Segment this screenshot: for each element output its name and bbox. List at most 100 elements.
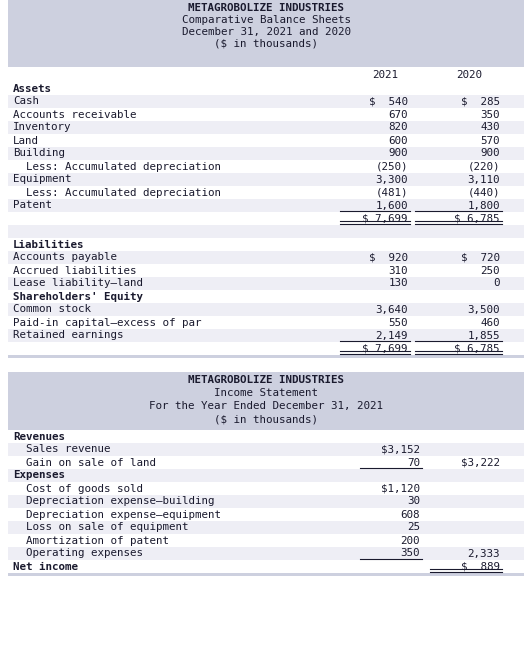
Text: Lease liability–land: Lease liability–land	[13, 279, 143, 288]
Text: 250: 250	[480, 265, 500, 275]
Text: Comparative Balance Sheets: Comparative Balance Sheets	[181, 15, 351, 25]
Text: Less: Accumulated depreciation: Less: Accumulated depreciation	[13, 187, 221, 197]
Bar	[8, 329, 524, 342]
Text: 3,300: 3,300	[376, 174, 408, 185]
Text: Expenses: Expenses	[13, 471, 65, 480]
Text: $3,152: $3,152	[381, 444, 420, 455]
Text: Operating expenses: Operating expenses	[13, 548, 143, 558]
Text: Building: Building	[13, 148, 65, 158]
Bar	[8, 277, 524, 290]
Bar	[8, 521, 524, 534]
Bar	[8, 303, 524, 316]
Bar	[8, 251, 524, 264]
Text: 30: 30	[407, 496, 420, 506]
Text: Loss on sale of equipment: Loss on sale of equipment	[13, 523, 188, 533]
Text: 3,640: 3,640	[376, 304, 408, 315]
Text: Accounts payable: Accounts payable	[13, 253, 117, 263]
Bar	[8, 108, 524, 121]
Text: $  920: $ 920	[369, 253, 408, 263]
Bar	[8, 134, 524, 147]
Text: $  285: $ 285	[461, 96, 500, 106]
Text: Cash: Cash	[13, 96, 39, 106]
Text: ($ in thousands): ($ in thousands)	[214, 39, 318, 49]
Bar	[8, 147, 524, 160]
Text: Accrued liabilities: Accrued liabilities	[13, 265, 137, 275]
Text: 3,500: 3,500	[468, 304, 500, 315]
Text: $  720: $ 720	[461, 253, 500, 263]
Bar	[8, 199, 524, 212]
Text: 570: 570	[480, 135, 500, 145]
Text: Common stock: Common stock	[13, 304, 91, 315]
Bar	[8, 495, 524, 508]
Bar	[8, 456, 524, 469]
Bar	[8, 67, 524, 82]
Text: Patent: Patent	[13, 201, 52, 211]
Text: Less: Accumulated depreciation: Less: Accumulated depreciation	[13, 162, 221, 172]
Text: $  540: $ 540	[369, 96, 408, 106]
Text: Sales revenue: Sales revenue	[13, 444, 111, 455]
Text: $ 7,699: $ 7,699	[362, 343, 408, 354]
Bar	[8, 482, 524, 495]
Text: (220): (220)	[468, 162, 500, 172]
Text: Depreciation expense–equipment: Depreciation expense–equipment	[13, 510, 221, 519]
Bar	[8, 290, 524, 303]
Text: $ 6,785: $ 6,785	[454, 213, 500, 224]
Text: (481): (481)	[376, 187, 408, 197]
Bar	[8, 0, 524, 67]
Bar	[8, 573, 524, 576]
Text: $3,222: $3,222	[461, 457, 500, 467]
Text: 2021: 2021	[372, 69, 398, 79]
Text: 2020: 2020	[456, 69, 482, 79]
Text: 820: 820	[388, 123, 408, 133]
Text: $ 6,785: $ 6,785	[454, 343, 500, 354]
Text: Equipment: Equipment	[13, 174, 71, 185]
Text: 600: 600	[388, 135, 408, 145]
Text: 900: 900	[480, 148, 500, 158]
Text: 460: 460	[480, 317, 500, 327]
Bar	[8, 82, 524, 95]
Bar	[8, 212, 524, 225]
Text: 670: 670	[388, 110, 408, 119]
Text: Assets: Assets	[13, 84, 52, 94]
Text: For the Year Ended December 31, 2021: For the Year Ended December 31, 2021	[149, 401, 383, 411]
Text: $ 7,699: $ 7,699	[362, 213, 408, 224]
Text: 1,600: 1,600	[376, 201, 408, 211]
Bar	[8, 225, 524, 238]
Bar	[8, 508, 524, 521]
Bar	[8, 534, 524, 547]
Text: Income Statement: Income Statement	[214, 388, 318, 398]
Bar	[8, 238, 524, 251]
Bar	[8, 469, 524, 482]
Text: $1,120: $1,120	[381, 484, 420, 494]
Bar	[8, 560, 524, 573]
Text: 2,333: 2,333	[468, 548, 500, 558]
Text: (440): (440)	[468, 187, 500, 197]
Bar	[8, 355, 524, 358]
Text: 350: 350	[401, 548, 420, 558]
Text: 430: 430	[480, 123, 500, 133]
Text: 0: 0	[494, 279, 500, 288]
Text: METAGROBOLIZE INDUSTRIES: METAGROBOLIZE INDUSTRIES	[188, 375, 344, 385]
Text: Net income: Net income	[13, 562, 78, 572]
Text: 200: 200	[401, 535, 420, 546]
Text: 350: 350	[480, 110, 500, 119]
Text: 25: 25	[407, 523, 420, 533]
Text: 70: 70	[407, 457, 420, 467]
Bar	[8, 342, 524, 355]
Bar	[8, 430, 524, 443]
Text: 130: 130	[388, 279, 408, 288]
Text: ($ in thousands): ($ in thousands)	[214, 414, 318, 424]
Bar	[8, 95, 524, 108]
Bar	[8, 264, 524, 277]
Text: Accounts receivable: Accounts receivable	[13, 110, 137, 119]
Text: 550: 550	[388, 317, 408, 327]
Bar	[8, 186, 524, 199]
Bar	[8, 160, 524, 173]
Text: METAGROBOLIZE INDUSTRIES: METAGROBOLIZE INDUSTRIES	[188, 3, 344, 13]
Text: Paid-in capital–excess of par: Paid-in capital–excess of par	[13, 317, 202, 327]
Text: $  889: $ 889	[461, 562, 500, 572]
Text: 608: 608	[401, 510, 420, 519]
Bar	[8, 316, 524, 329]
Text: (250): (250)	[376, 162, 408, 172]
Text: Land: Land	[13, 135, 39, 145]
